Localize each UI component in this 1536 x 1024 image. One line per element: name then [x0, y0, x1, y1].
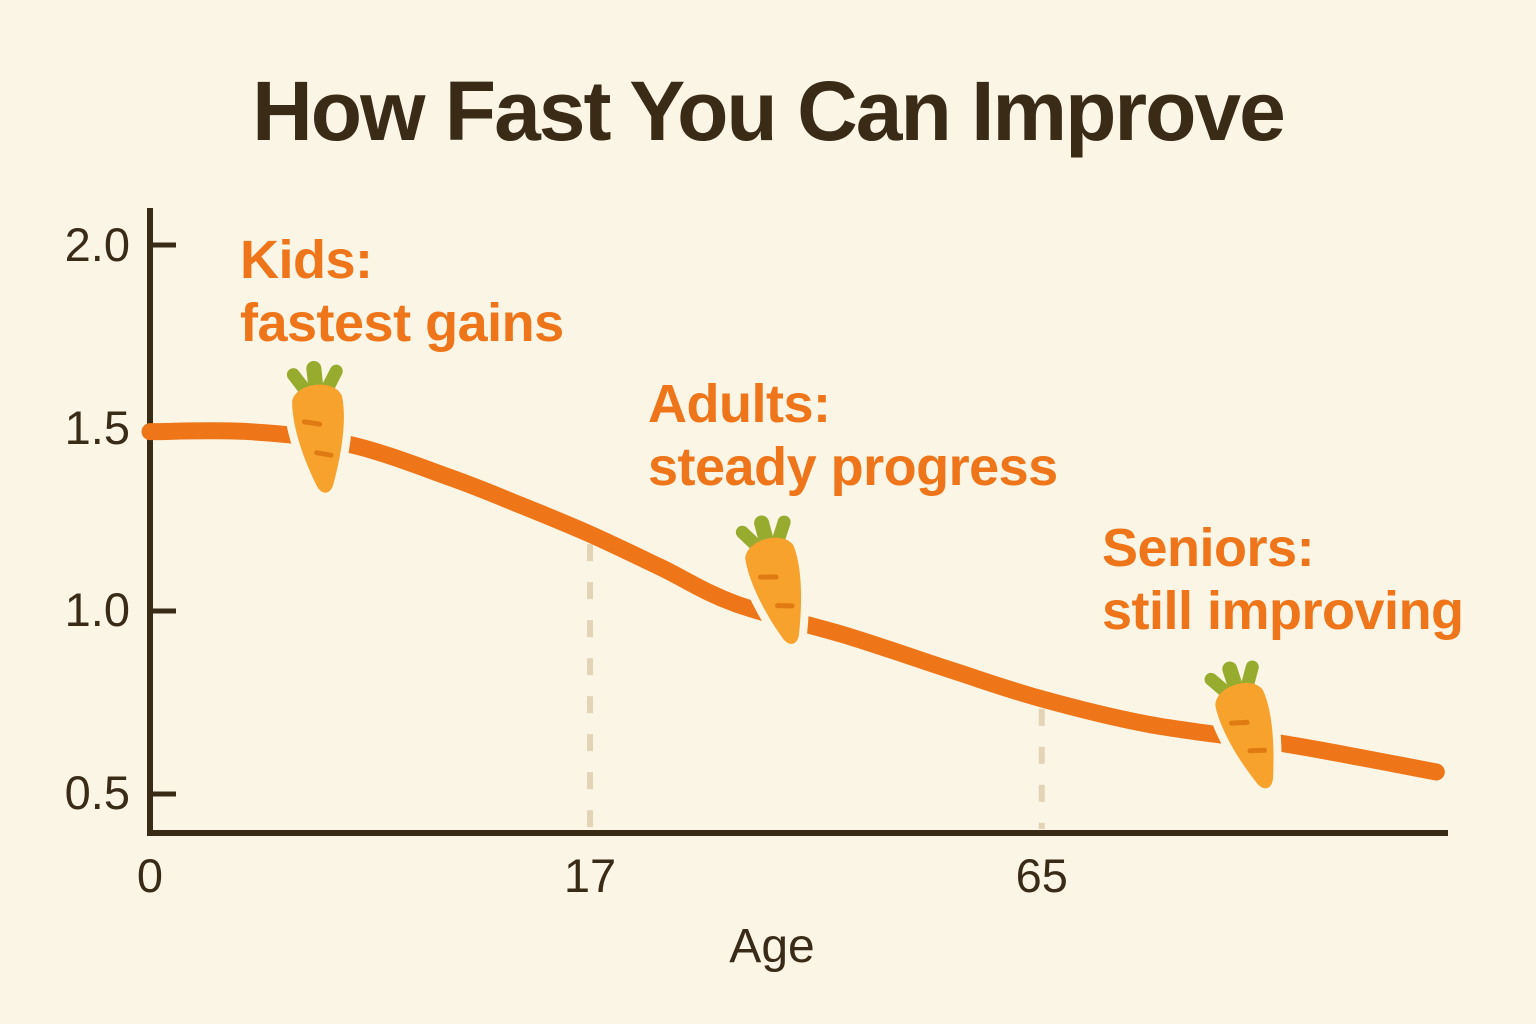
annotation-seniors-title: Seniors:	[1102, 518, 1315, 578]
annotation-adults-title: Adults:	[648, 374, 831, 434]
x-tick-label-0: 0	[136, 849, 164, 902]
y-tick-label-0.5: 0.5	[64, 766, 130, 819]
carrot-icon	[284, 360, 352, 501]
carrot-icon	[735, 515, 810, 652]
y-tick-label-1.5: 1.5	[64, 401, 130, 454]
carrot-detail-line	[775, 603, 795, 609]
annotation-seniors: Seniors: still improving	[1102, 516, 1464, 642]
annotation-kids-subtitle: fastest gains	[240, 293, 564, 353]
carrot-detail-line	[1229, 719, 1250, 726]
carrot-body	[292, 384, 344, 493]
annotation-kids-title: Kids:	[240, 230, 373, 290]
annotation-seniors-subtitle: still improving	[1102, 581, 1464, 641]
y-tick-label-2.0: 2.0	[64, 218, 130, 271]
x-axis-title: Age	[729, 920, 815, 973]
annotation-kids: Kids: fastest gains	[240, 228, 564, 354]
annotation-adults-subtitle: steady progress	[648, 437, 1058, 497]
carrot-detail-line	[301, 419, 323, 427]
x-tick-label-65: 65	[1015, 849, 1068, 902]
guide-lines	[587, 544, 1045, 829]
x-tick-label-17: 17	[563, 849, 617, 902]
carrot-detail-line	[758, 574, 779, 580]
carrot-body	[745, 537, 802, 644]
carrot-detail-line	[1247, 747, 1268, 754]
carrot-markers	[284, 360, 1282, 797]
axes	[147, 208, 1448, 836]
carrot-body	[1215, 682, 1274, 789]
carrot-detail-line	[314, 450, 334, 458]
carrot-icon	[1204, 660, 1282, 797]
y-tick-label-1.0: 1.0	[64, 583, 130, 636]
annotation-adults: Adults: steady progress	[648, 372, 1058, 498]
chart-title: How Fast You Can Improve	[252, 64, 1286, 158]
